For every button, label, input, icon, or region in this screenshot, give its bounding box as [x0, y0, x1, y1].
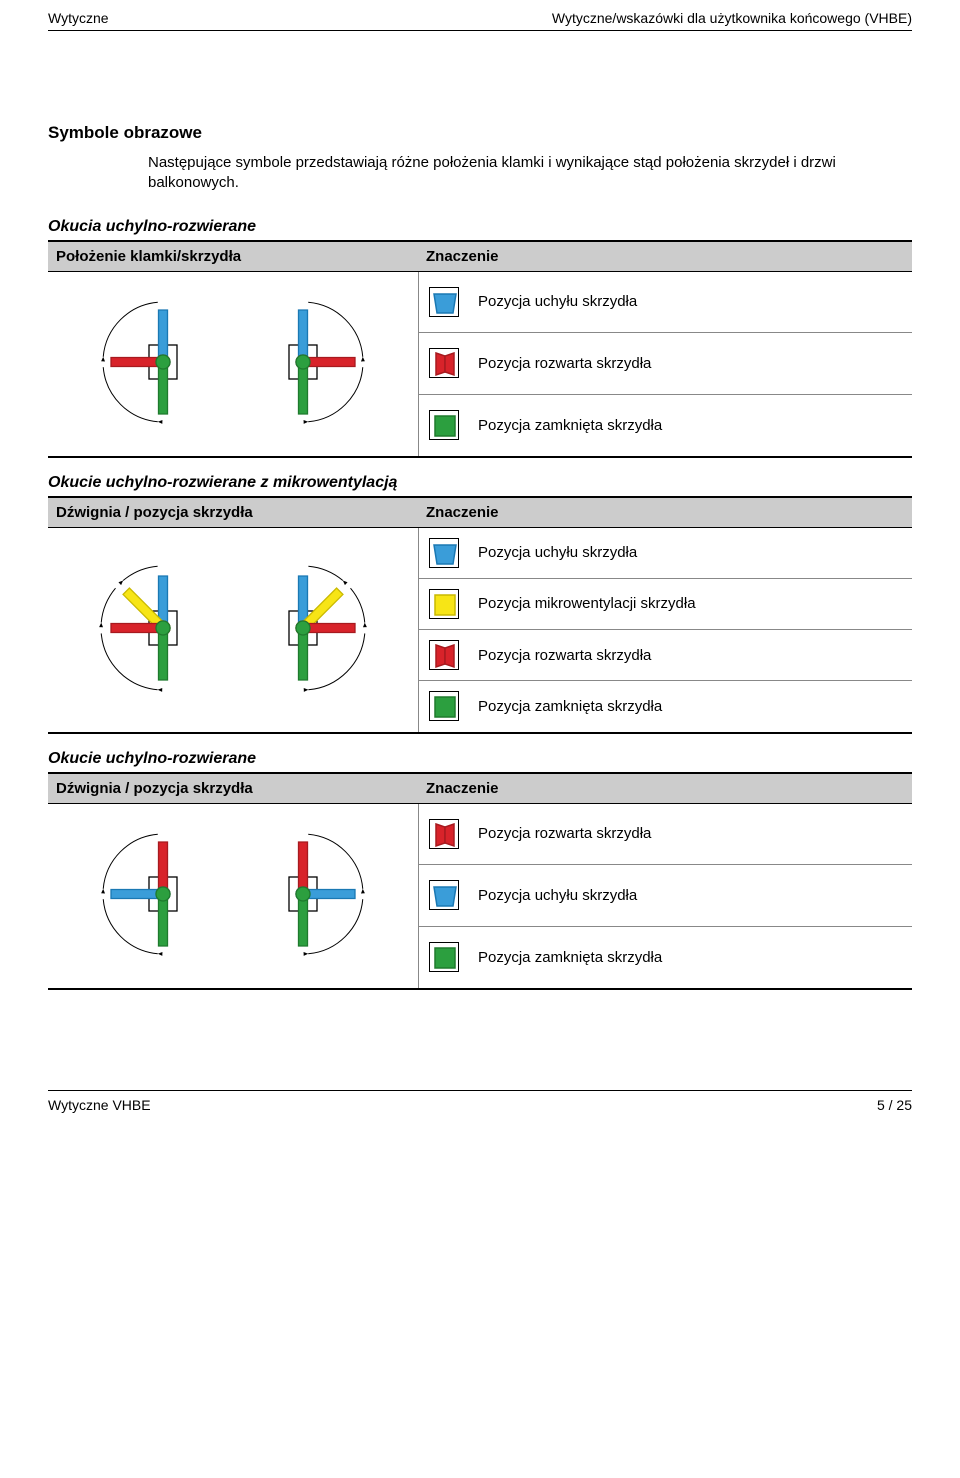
meaning-text: Pozycja rozwarta skrzydła [470, 629, 912, 680]
intro-text: Następujące symbole przedstawiają różne … [148, 153, 912, 194]
position-icon [418, 527, 470, 578]
header-right: Wytyczne/wskazówki dla użytkownika końco… [552, 10, 912, 26]
footer-left: Wytyczne VHBE [48, 1097, 151, 1113]
section-heading: Okucie uchylno-rozwierane z mikrowentyla… [48, 474, 912, 492]
section-heading: Okucia uchylno-rozwierane [48, 218, 912, 236]
meaning-text: Pozycja rozwarta skrzydła [470, 333, 912, 395]
handle-diagram [48, 271, 418, 457]
meaning-text: Pozycja uchyłu skrzydła [470, 865, 912, 927]
position-icon [418, 578, 470, 629]
handle-diagram [48, 803, 418, 989]
col-header-position: Dźwignia / pozycja skrzydła [48, 773, 418, 804]
symbol-table: Dźwignia / pozycja skrzydła Znaczenie Po… [48, 496, 912, 734]
meaning-text: Pozycja mikrowentylacji skrzydła [470, 578, 912, 629]
symbol-table: Dźwignia / pozycja skrzydła Znaczenie Po… [48, 772, 912, 990]
meaning-text: Pozycja zamknięta skrzydła [470, 926, 912, 988]
footer-right: 5 / 25 [877, 1097, 912, 1113]
page-title: Symbole obrazowe [48, 123, 912, 143]
position-icon [418, 865, 470, 927]
col-header-position: Dźwignia / pozycja skrzydła [48, 497, 418, 528]
meaning-text: Pozycja zamknięta skrzydła [470, 681, 912, 733]
main-content: Symbole obrazowe Następujące symbole prz… [48, 31, 912, 1030]
meaning-text: Pozycja zamknięta skrzydła [470, 394, 912, 456]
symbol-table: Położenie klamki/skrzydła Znaczenie Pozy… [48, 240, 912, 458]
col-header-meaning: Znaczenie [418, 773, 912, 804]
position-icon [418, 926, 470, 988]
position-icon [418, 394, 470, 456]
handle-diagram [48, 527, 418, 733]
position-icon [418, 803, 470, 865]
col-header-position: Położenie klamki/skrzydła [48, 241, 418, 272]
position-icon [418, 333, 470, 395]
position-icon [418, 681, 470, 733]
col-header-meaning: Znaczenie [418, 241, 912, 272]
meaning-text: Pozycja uchyłu skrzydła [470, 527, 912, 578]
header-left: Wytyczne [48, 10, 109, 26]
position-icon [418, 271, 470, 333]
meaning-text: Pozycja uchyłu skrzydła [470, 271, 912, 333]
position-icon [418, 629, 470, 680]
page-header: Wytyczne Wytyczne/wskazówki dla użytkown… [48, 0, 912, 31]
section-heading: Okucie uchylno-rozwierane [48, 750, 912, 768]
meaning-text: Pozycja rozwarta skrzydła [470, 803, 912, 865]
page-footer: Wytyczne VHBE 5 / 25 [48, 1091, 912, 1129]
col-header-meaning: Znaczenie [418, 497, 912, 528]
